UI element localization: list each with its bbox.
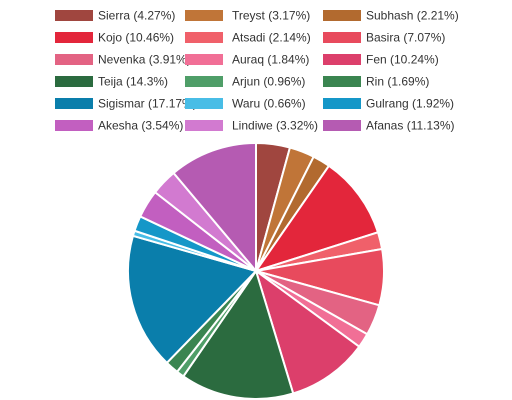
legend-swatch[interactable] [185,120,223,131]
pie-slice[interactable] [253,164,380,273]
legend-label[interactable]: Sierra (4.27%) [98,9,175,23]
legend-label[interactable]: Atsadi (2.14%) [232,31,311,45]
pie-slice[interactable] [127,234,258,365]
legend-label[interactable]: Treyst (3.17%) [232,9,310,23]
legend-label[interactable]: Fen (10.24%) [366,53,439,67]
legend-label[interactable]: Nevenka (3.91%) [98,53,191,67]
legend-label[interactable]: Auraq (1.84%) [232,53,309,67]
legend-swatch[interactable] [185,32,223,43]
legend: Sierra (4.27%) Treyst (3.17%) Subhash (2.2… [55,9,459,133]
pie-slice[interactable] [172,141,257,274]
pie-slice[interactable] [181,268,295,400]
legend-swatch[interactable] [185,10,223,21]
legend-label[interactable]: Waru (0.66%) [232,97,306,111]
legend-label[interactable]: Teija (14.3%) [98,75,168,89]
legend-swatch[interactable] [185,98,223,109]
pie-slice[interactable] [254,268,361,395]
legend-swatch[interactable] [323,120,361,131]
legend-swatch[interactable] [55,120,93,131]
legend-label[interactable]: Subhash (2.21%) [366,9,459,23]
legend-label[interactable]: Arjun (0.96%) [232,75,305,89]
legend-swatch[interactable] [323,32,361,43]
legend-swatch[interactable] [55,10,93,21]
legend-swatch[interactable] [323,54,361,65]
legend-swatch[interactable] [55,54,93,65]
legend-swatch[interactable] [323,98,361,109]
legend-label[interactable]: Basira (7.07%) [366,31,445,45]
legend-swatch[interactable] [55,76,93,87]
legend-swatch[interactable] [323,10,361,21]
legend-swatch[interactable] [185,76,223,87]
legend-swatch[interactable] [185,54,223,65]
legend-label[interactable]: Sigismar (17.17%) [98,97,197,111]
legend-label[interactable]: Rin (1.69%) [366,75,429,89]
legend-label[interactable]: Lindiwe (3.32%) [232,119,318,133]
legend-label[interactable]: Akesha (3.54%) [98,119,183,133]
legend-swatch[interactable] [55,32,93,43]
legend-swatch[interactable] [55,98,93,109]
legend-label[interactable]: Afanas (11.13%) [366,119,455,133]
legend-label[interactable]: Kojo (10.46%) [98,31,174,45]
legend-label[interactable]: Gulrang (1.92%) [366,97,454,111]
legend-swatch[interactable] [323,76,361,87]
pie-slices [127,141,385,400]
